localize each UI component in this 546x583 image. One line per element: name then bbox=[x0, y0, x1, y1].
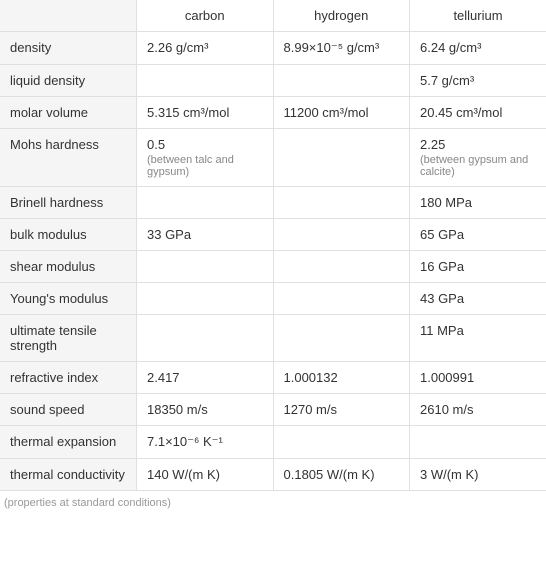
row-label-thermal-expansion: thermal expansion bbox=[0, 426, 137, 459]
cell-youngs-tellurium: 43 GPa bbox=[410, 283, 546, 315]
cell-liquid-density-carbon bbox=[137, 65, 274, 97]
cell-value: 2.25 bbox=[420, 137, 445, 152]
cell-shear-tellurium: 16 GPa bbox=[410, 251, 546, 283]
cell-refractive-tellurium: 1.000991 bbox=[410, 362, 546, 394]
row-label-youngs-modulus: Young's modulus bbox=[0, 283, 137, 315]
table-row: ultimate tensile strength 11 MPa bbox=[0, 315, 546, 362]
cell-density-carbon: 2.26 g/cm³ bbox=[137, 32, 274, 65]
cell-liquid-density-tellurium: 5.7 g/cm³ bbox=[410, 65, 546, 97]
table-row: refractive index 2.417 1.000132 1.000991 bbox=[0, 362, 546, 394]
cell-value: 0.5 bbox=[147, 137, 165, 152]
row-label-refractive: refractive index bbox=[0, 362, 137, 394]
row-label-tensile: ultimate tensile strength bbox=[0, 315, 137, 362]
cell-density-hydrogen: 8.99×10⁻⁵ g/cm³ bbox=[273, 32, 410, 65]
table-row: Brinell hardness 180 MPa bbox=[0, 187, 546, 219]
header-row: carbon hydrogen tellurium bbox=[0, 0, 546, 32]
table-row: thermal conductivity 140 W/(m K) 0.1805 … bbox=[0, 459, 546, 491]
cell-tensile-hydrogen bbox=[273, 315, 410, 362]
cell-mohs-hydrogen bbox=[273, 129, 410, 187]
table-row: shear modulus 16 GPa bbox=[0, 251, 546, 283]
table-row: molar volume 5.315 cm³/mol 11200 cm³/mol… bbox=[0, 97, 546, 129]
cell-youngs-hydrogen bbox=[273, 283, 410, 315]
cell-liquid-density-hydrogen bbox=[273, 65, 410, 97]
cell-sound-hydrogen: 1270 m/s bbox=[273, 394, 410, 426]
cell-youngs-carbon bbox=[137, 283, 274, 315]
cell-molar-volume-carbon: 5.315 cm³/mol bbox=[137, 97, 274, 129]
cell-density-tellurium: 6.24 g/cm³ bbox=[410, 32, 546, 65]
table-row: density 2.26 g/cm³ 8.99×10⁻⁵ g/cm³ 6.24 … bbox=[0, 32, 546, 65]
row-label-shear-modulus: shear modulus bbox=[0, 251, 137, 283]
table-row: Mohs hardness 0.5 (between talc and gyps… bbox=[0, 129, 546, 187]
cell-molar-volume-tellurium: 20.45 cm³/mol bbox=[410, 97, 546, 129]
cell-mohs-tellurium: 2.25 (between gypsum and calcite) bbox=[410, 129, 546, 187]
cell-brinell-carbon bbox=[137, 187, 274, 219]
row-label-mohs-hardness: Mohs hardness bbox=[0, 129, 137, 187]
cell-expansion-hydrogen bbox=[273, 426, 410, 459]
row-label-brinell: Brinell hardness bbox=[0, 187, 137, 219]
footnote: (properties at standard conditions) bbox=[0, 491, 546, 515]
cell-expansion-tellurium bbox=[410, 426, 546, 459]
cell-brinell-tellurium: 180 MPa bbox=[410, 187, 546, 219]
cell-subtext: (between talc and gypsum) bbox=[147, 154, 263, 178]
cell-subtext: (between gypsum and calcite) bbox=[420, 154, 536, 178]
cell-tensile-carbon bbox=[137, 315, 274, 362]
cell-shear-carbon bbox=[137, 251, 274, 283]
cell-conductivity-hydrogen: 0.1805 W/(m K) bbox=[273, 459, 410, 491]
cell-shear-hydrogen bbox=[273, 251, 410, 283]
cell-conductivity-tellurium: 3 W/(m K) bbox=[410, 459, 546, 491]
cell-refractive-hydrogen: 1.000132 bbox=[273, 362, 410, 394]
row-label-thermal-conductivity: thermal conductivity bbox=[0, 459, 137, 491]
row-label-sound-speed: sound speed bbox=[0, 394, 137, 426]
cell-bulk-carbon: 33 GPa bbox=[137, 219, 274, 251]
row-label-molar-volume: molar volume bbox=[0, 97, 137, 129]
header-carbon: carbon bbox=[137, 0, 274, 32]
table-row: liquid density 5.7 g/cm³ bbox=[0, 65, 546, 97]
header-tellurium: tellurium bbox=[410, 0, 546, 32]
cell-molar-volume-hydrogen: 11200 cm³/mol bbox=[273, 97, 410, 129]
header-hydrogen: hydrogen bbox=[273, 0, 410, 32]
cell-mohs-carbon: 0.5 (between talc and gypsum) bbox=[137, 129, 274, 187]
cell-brinell-hydrogen bbox=[273, 187, 410, 219]
header-empty bbox=[0, 0, 137, 32]
cell-conductivity-carbon: 140 W/(m K) bbox=[137, 459, 274, 491]
cell-bulk-hydrogen bbox=[273, 219, 410, 251]
cell-bulk-tellurium: 65 GPa bbox=[410, 219, 546, 251]
row-label-density: density bbox=[0, 32, 137, 65]
cell-expansion-carbon: 7.1×10⁻⁶ K⁻¹ bbox=[137, 426, 274, 459]
table-row: Young's modulus 43 GPa bbox=[0, 283, 546, 315]
row-label-bulk-modulus: bulk modulus bbox=[0, 219, 137, 251]
table-row: sound speed 18350 m/s 1270 m/s 2610 m/s bbox=[0, 394, 546, 426]
properties-table: carbon hydrogen tellurium density 2.26 g… bbox=[0, 0, 546, 491]
table-row: thermal expansion 7.1×10⁻⁶ K⁻¹ bbox=[0, 426, 546, 459]
cell-sound-tellurium: 2610 m/s bbox=[410, 394, 546, 426]
cell-tensile-tellurium: 11 MPa bbox=[410, 315, 546, 362]
cell-refractive-carbon: 2.417 bbox=[137, 362, 274, 394]
table-row: bulk modulus 33 GPa 65 GPa bbox=[0, 219, 546, 251]
cell-sound-carbon: 18350 m/s bbox=[137, 394, 274, 426]
row-label-liquid-density: liquid density bbox=[0, 65, 137, 97]
